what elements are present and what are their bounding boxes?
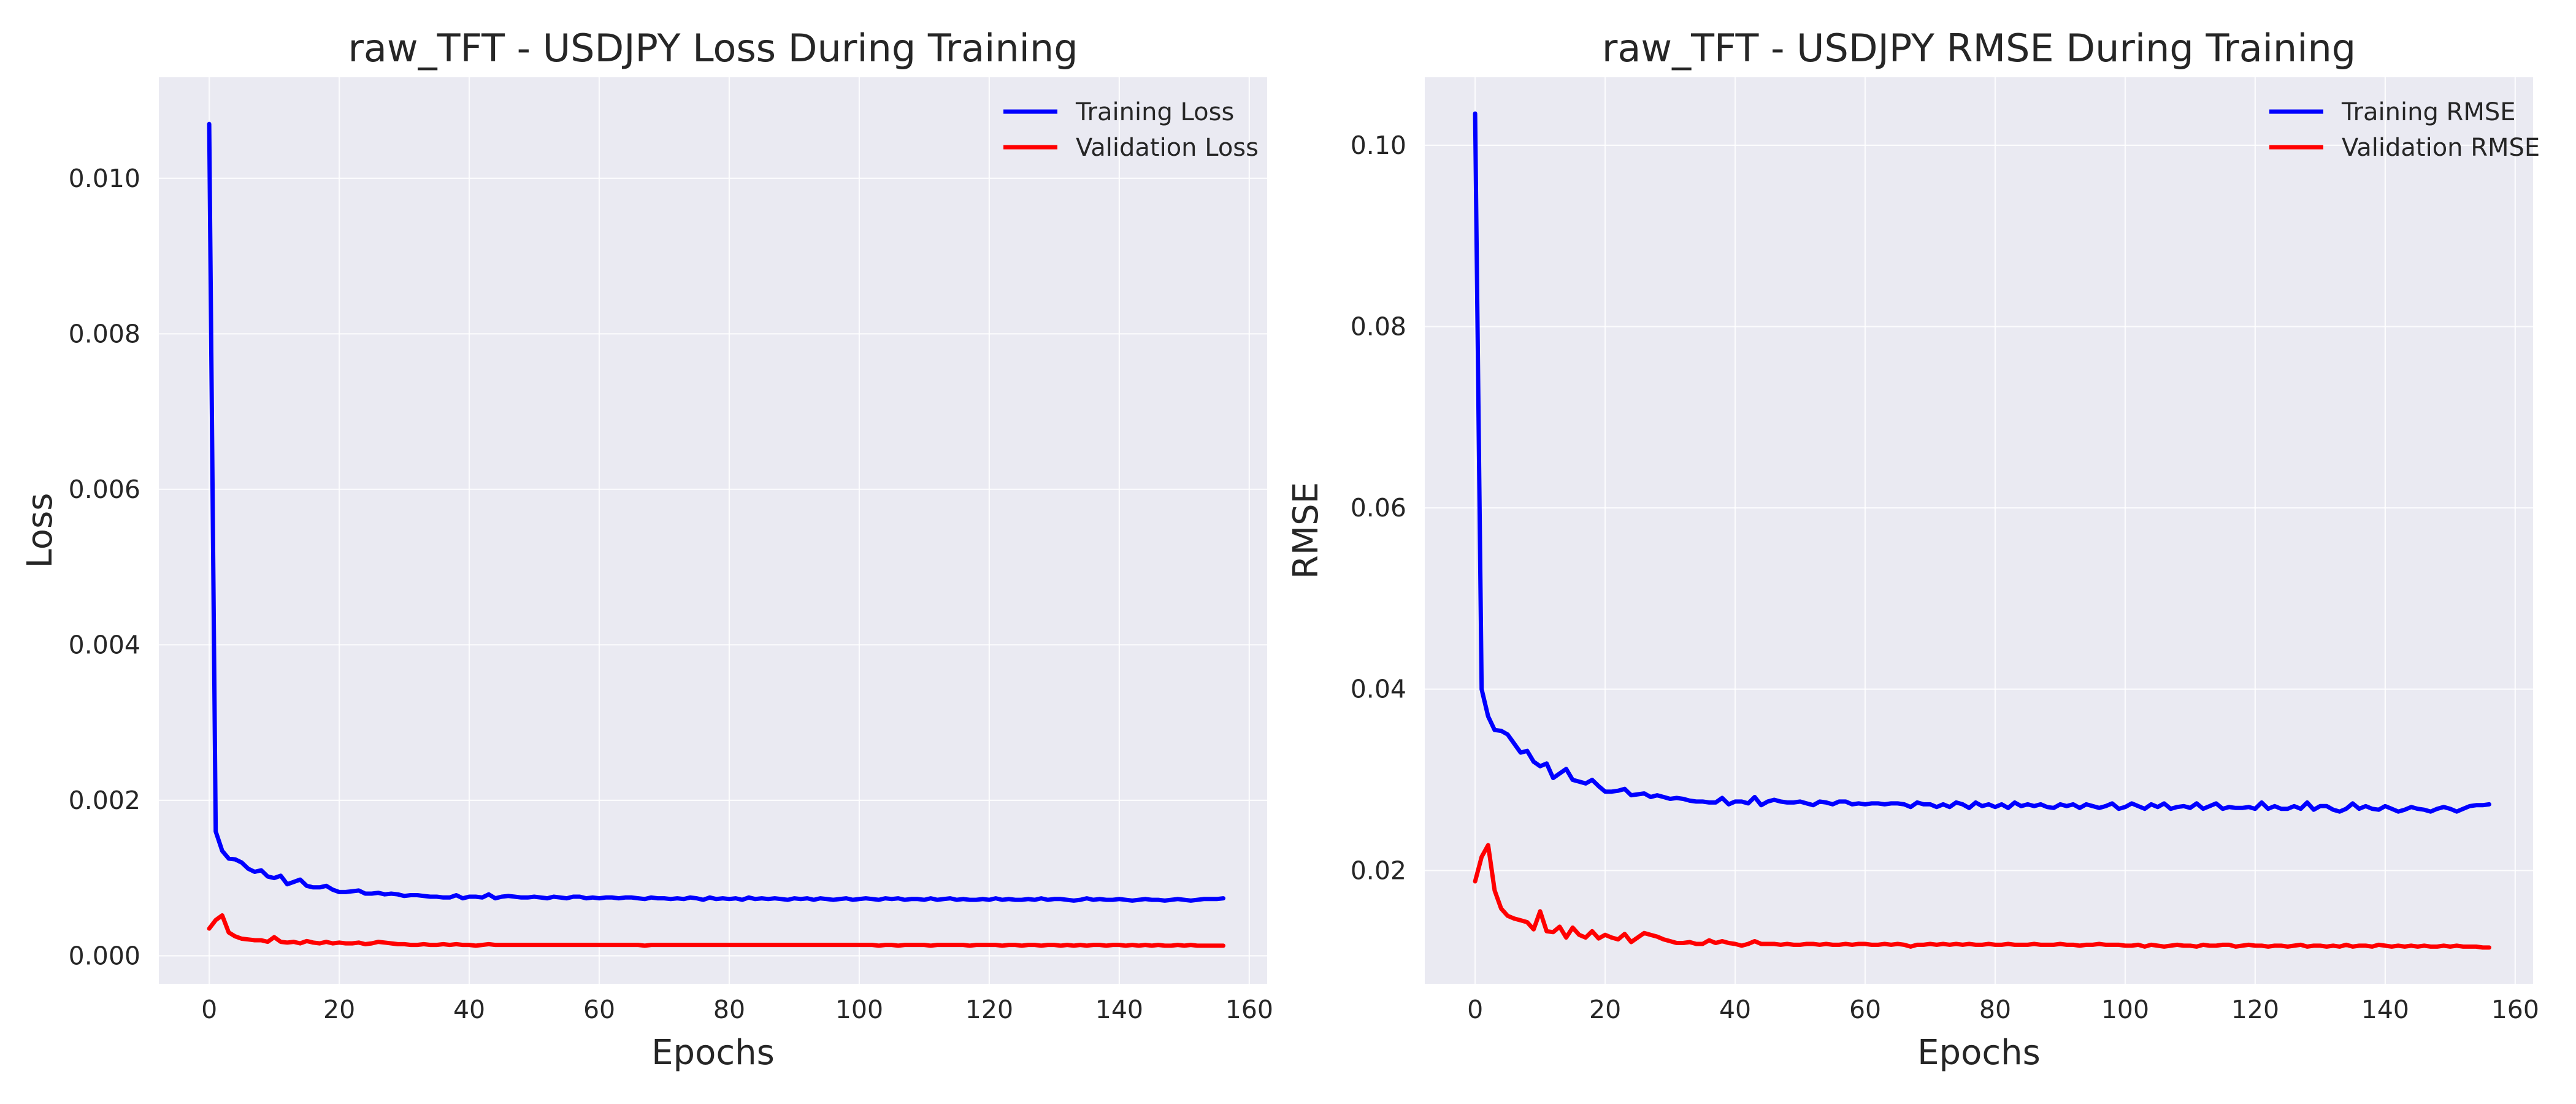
loss-plot-area <box>159 77 1267 984</box>
rmse-chart-panel: 0 20 40 60 80 100 120 140 160 0.02 0.04 0.06 0.08 0.1… <box>1286 26 2540 1073</box>
rmse-x-tick-label: 80 <box>1979 995 2011 1024</box>
rmse-x-tick-label: 60 <box>1849 995 1881 1024</box>
legend-label-validation-loss: Validation Loss <box>1076 134 1259 162</box>
rmse-x-tick-label: 140 <box>2361 995 2409 1024</box>
loss-x-tick-label: 80 <box>713 995 745 1024</box>
loss-x-tick-label: 0 <box>201 995 217 1024</box>
loss-chart-title: raw_TFT - USDJPY Loss During Training <box>348 26 1078 71</box>
loss-x-tick-label: 120 <box>965 995 1013 1024</box>
loss-x-tick-label: 40 <box>453 995 485 1024</box>
rmse-y-axis-label: RMSE <box>1286 482 1326 579</box>
rmse-series-validation-rmse <box>1473 843 2491 950</box>
loss-y-tick-label: 0.010 <box>69 164 140 193</box>
loss-chart-panel: 0 20 40 60 80 100 120 140 160 0.000 0.002 0.004 0.00… <box>20 26 1273 1073</box>
loss-y-tick-label: 0.000 <box>69 941 140 970</box>
rmse-x-tick-label: 0 <box>1467 995 1483 1024</box>
loss-series-validation-loss <box>207 913 1225 948</box>
rmse-y-tick-label: 0.10 <box>1351 131 1406 160</box>
rmse-x-axis-label: Epochs <box>1917 1033 2041 1073</box>
legend-label-training-loss: Training Loss <box>1075 98 1234 126</box>
rmse-series-training-rmse <box>1473 111 2491 814</box>
rmse-y-tick-label: 0.02 <box>1351 856 1406 885</box>
loss-x-tick-label: 160 <box>1225 995 1273 1024</box>
legend-label-validation-rmse: Validation RMSE <box>2342 134 2540 162</box>
rmse-y-tick-label: 0.04 <box>1351 675 1406 704</box>
loss-x-tick-label: 20 <box>323 995 355 1024</box>
legend-label-training-rmse: Training RMSE <box>2341 98 2516 126</box>
rmse-y-tick-label: 0.06 <box>1351 493 1406 523</box>
loss-series-training-loss <box>207 121 1225 903</box>
loss-x-tick-label: 100 <box>835 995 883 1024</box>
loss-y-tick-label: 0.006 <box>69 475 140 504</box>
rmse-chart-title: raw_TFT - USDJPY RMSE During Training <box>1602 26 2356 71</box>
rmse-x-tick-label: 160 <box>2491 995 2539 1024</box>
loss-y-axis-label: Loss <box>20 493 60 569</box>
rmse-x-tick-label: 120 <box>2231 995 2279 1024</box>
loss-x-axis-label: Epochs <box>651 1033 775 1073</box>
loss-x-tick-label: 140 <box>1095 995 1143 1024</box>
loss-x-tick-label: 60 <box>583 995 615 1024</box>
rmse-x-tick-label: 40 <box>1719 995 1751 1024</box>
rmse-x-tick-label: 100 <box>2101 995 2149 1024</box>
loss-y-tick-label: 0.002 <box>69 786 140 815</box>
rmse-x-tick-label: 20 <box>1589 995 1621 1024</box>
loss-y-tick-label: 0.008 <box>69 319 140 348</box>
rmse-plot-area <box>1425 77 2533 984</box>
rmse-y-tick-label: 0.08 <box>1351 312 1406 341</box>
loss-y-tick-label: 0.004 <box>69 630 140 659</box>
